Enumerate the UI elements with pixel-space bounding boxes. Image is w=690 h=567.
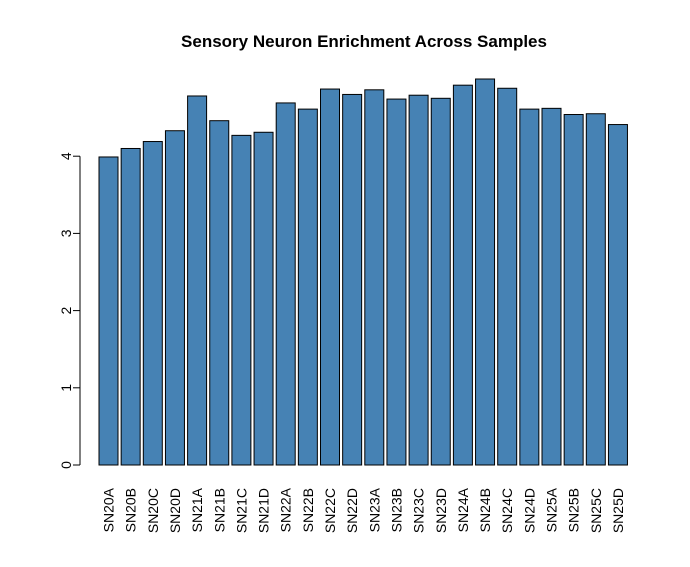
x-tick-label: SN24D (521, 488, 537, 533)
bar-sn22b (297, 108, 318, 466)
y-tick-label: 3 (58, 229, 74, 237)
bar-sn20a (98, 156, 119, 466)
bar-sn25c (585, 113, 606, 466)
x-tick-label: SN22C (322, 488, 338, 533)
y-tick-label: 1 (58, 384, 74, 392)
x-tick-label: SN21D (256, 488, 272, 533)
bar-sn24d (519, 108, 540, 466)
bar-sn25d (607, 124, 628, 466)
bar-sn22a (275, 102, 296, 466)
x-tick-label: SN23B (388, 488, 404, 532)
bar-sn23c (408, 94, 429, 466)
x-tick-label: SN21A (189, 487, 205, 532)
x-tick-label: SN23C (411, 488, 427, 533)
y-axis: 0 1 2 3 4 (58, 152, 81, 469)
bars-group (98, 78, 628, 466)
y-tick-label: 0 (58, 461, 74, 469)
bar-sn25b (563, 114, 584, 466)
bar-sn21b (209, 120, 230, 466)
x-axis-labels: SN20A SN20B SN20C SN20D SN21A SN21B SN21C SN21D… (101, 487, 626, 533)
x-tick-label: SN20A (101, 487, 117, 532)
x-tick-label: SN24B (477, 488, 493, 532)
y-tick-label: 4 (58, 152, 74, 160)
x-tick-label: SN20D (167, 488, 183, 533)
x-tick-label: SN25A (544, 487, 560, 532)
bar-sn24b (475, 78, 496, 466)
bar-sn23b (386, 98, 407, 466)
chart-title: Sensory Neuron Enrichment Across Samples (181, 32, 547, 51)
x-tick-label: SN23A (366, 487, 382, 532)
x-tick-label: SN25C (588, 488, 604, 533)
bar-sn25a (541, 107, 562, 466)
x-tick-label: SN22B (300, 488, 316, 532)
bar-sn22d (342, 93, 363, 466)
x-tick-label: SN21B (211, 488, 227, 532)
bar-sn23a (364, 89, 385, 466)
bar-sn22c (320, 88, 340, 466)
bar-sn20b (120, 147, 141, 466)
x-tick-label: SN20C (145, 488, 161, 533)
x-tick-label: SN24A (455, 487, 471, 532)
x-tick-label: SN22A (278, 487, 294, 532)
bar-sn24a (452, 84, 473, 466)
bar-sn21d (253, 131, 274, 466)
x-tick-label: SN22D (344, 488, 360, 533)
x-tick-label: SN20B (123, 488, 139, 532)
bar-sn20d (164, 130, 185, 466)
bar-sn20c (142, 141, 163, 466)
x-tick-label: SN23D (433, 488, 449, 533)
bar-sn24c (497, 87, 518, 466)
bar-sn21a (187, 95, 208, 466)
bar-sn21c (231, 134, 252, 466)
y-tick-label: 2 (58, 306, 74, 314)
x-tick-label: SN21C (233, 488, 249, 533)
x-tick-label: SN25D (610, 488, 626, 533)
x-tick-label: SN24C (499, 488, 515, 533)
bar-sn23d (430, 97, 451, 466)
x-tick-label: SN25B (566, 488, 582, 532)
